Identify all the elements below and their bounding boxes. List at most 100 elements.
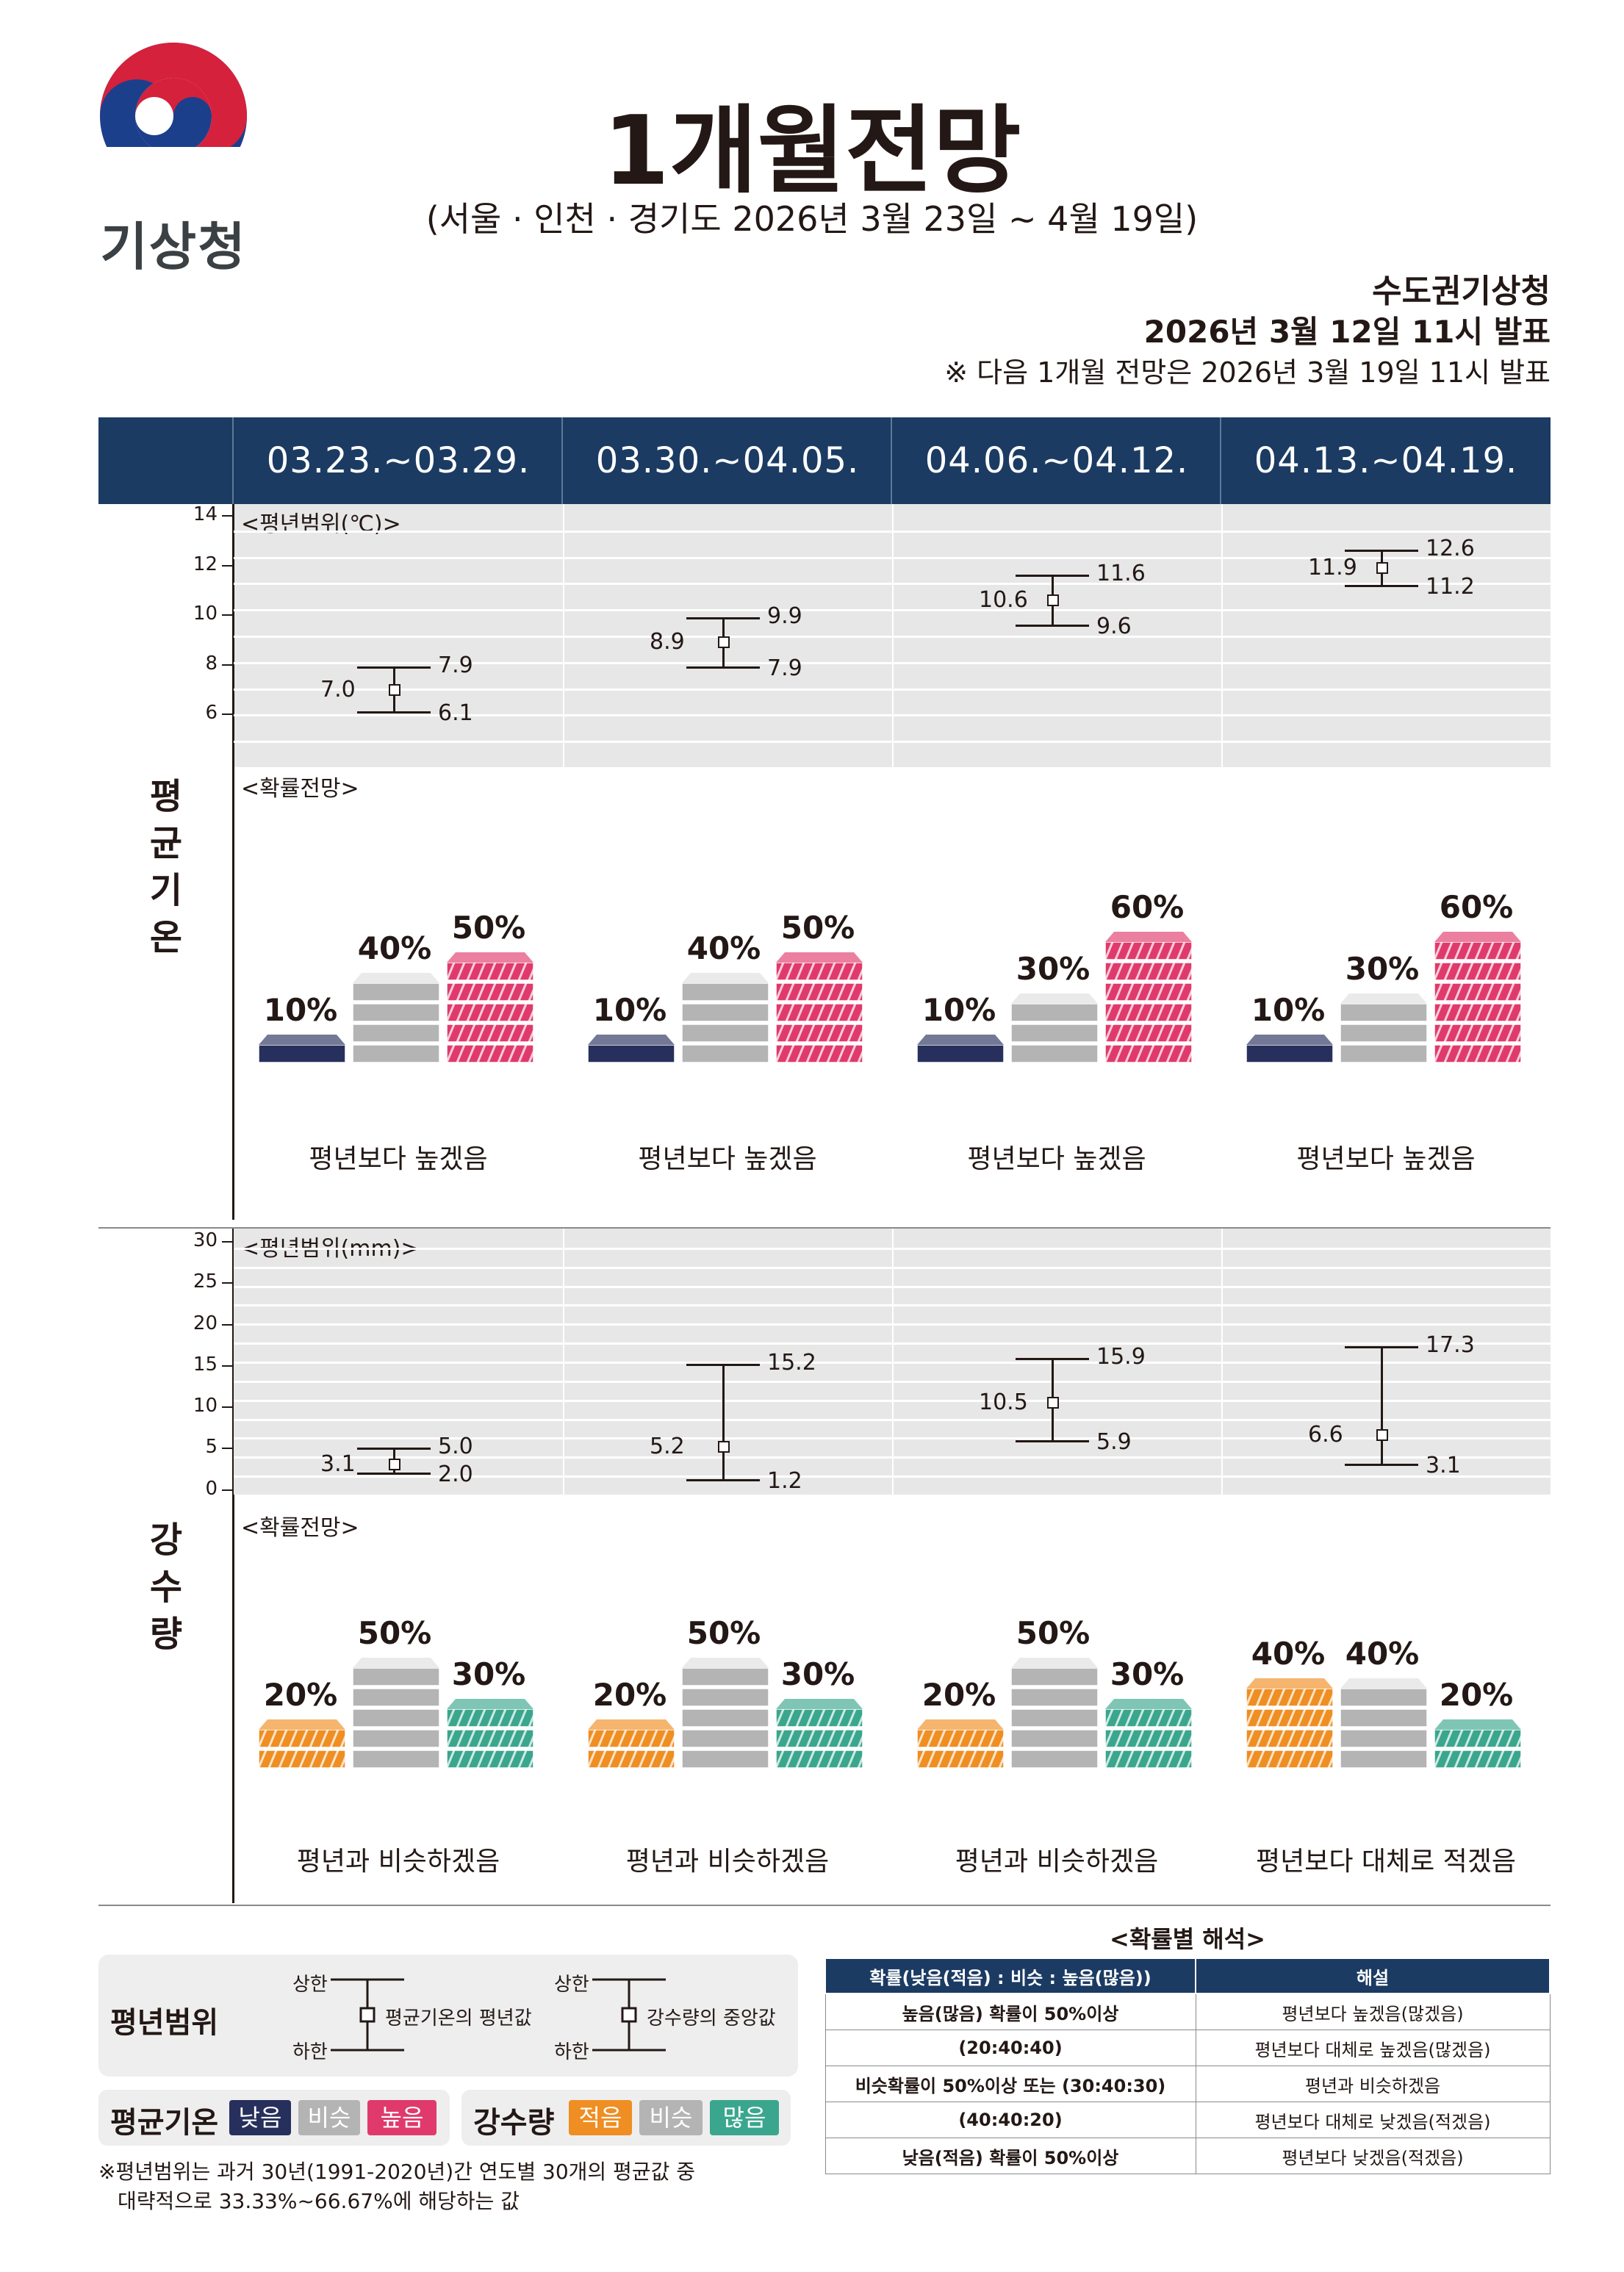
precip-high-stack-percent: 30% xyxy=(1110,1656,1185,1692)
temp-range-mean-value: 11.9 xyxy=(1308,554,1357,580)
issuing-office: 수도권기상청 xyxy=(1372,273,1551,310)
precip-range-lower-value: 5.9 xyxy=(1096,1429,1132,1456)
table-cell: 평년과 비슷하겠음 xyxy=(1195,2066,1551,2102)
table-cell: (20:40:40) xyxy=(824,2030,1196,2066)
precip-range-upper-value: 15.2 xyxy=(767,1349,816,1376)
axis-tick xyxy=(222,1282,234,1284)
axis-tick-label: 14 xyxy=(193,503,218,525)
section-label-char: 기 xyxy=(149,870,183,911)
temp-low-stack xyxy=(1246,1035,1334,1063)
temp-chip-similar: 비슷 xyxy=(298,2100,360,2135)
temp-high-stack-percent: 60% xyxy=(1110,889,1185,925)
axis-tick xyxy=(222,1365,234,1367)
temp-similar-stack-percent: 30% xyxy=(1016,951,1091,987)
precip-similar-stack xyxy=(1010,1658,1099,1769)
table-row: (20:40:40) 평년보다 대체로 높겠음(많겠음) xyxy=(824,2030,1551,2066)
section-label-char: 량 xyxy=(149,1614,183,1655)
table-header: 해설 xyxy=(1195,1958,1551,1994)
axis-tick-label: 25 xyxy=(193,1270,218,1293)
precip-range-mean-marker xyxy=(389,1458,400,1470)
axis-tick-label: 15 xyxy=(193,1353,218,1376)
period-header-bar xyxy=(98,417,1551,504)
interpretation-title: <확률별 해석> xyxy=(1110,1925,1265,1953)
temp-low-stack xyxy=(587,1035,675,1063)
precip-low-stack-percent: 20% xyxy=(263,1677,338,1713)
precip-high-stack xyxy=(445,1699,535,1769)
precip-range-mean-value: 3.1 xyxy=(320,1450,356,1477)
temp-range-lower-cap xyxy=(1016,624,1089,627)
temp-range-upper-value: 11.6 xyxy=(1096,561,1146,587)
legend-upper-label: 상한 xyxy=(292,1974,328,1996)
legend-upper-label: 상한 xyxy=(554,1974,589,1996)
temp-range-lower-cap xyxy=(686,666,760,669)
precip-range-mean-marker xyxy=(718,1441,730,1453)
temp-similar-stack-percent: 40% xyxy=(686,930,761,966)
axis-tick xyxy=(222,1489,234,1491)
axis-tick xyxy=(222,1406,234,1408)
temp-low-stack-percent: 10% xyxy=(1251,992,1326,1028)
table-header: 확률(낮음(적음) : 비슷 : 높음(많음)) xyxy=(824,1958,1196,1994)
temp-high-stack xyxy=(1433,932,1523,1063)
precip-range-mean-value: 5.2 xyxy=(650,1434,685,1459)
precip-range-upper-value: 17.3 xyxy=(1426,1331,1475,1358)
legend-precip-range-icon xyxy=(592,1978,666,2052)
precip-range-lower-value: 1.2 xyxy=(767,1468,802,1494)
temp-outlook-text: 평년보다 높겠음 xyxy=(1296,1144,1476,1174)
precip-outlook-text: 평년과 비슷하겠음 xyxy=(955,1847,1159,1877)
axis-tick xyxy=(222,515,234,517)
precip-vertical-axis xyxy=(232,1229,234,1903)
precip-low-stack xyxy=(586,1719,676,1769)
temp-outlook-text: 평년보다 높겠음 xyxy=(309,1144,488,1174)
taegeuk-logo-icon xyxy=(94,43,253,195)
temp-low-stack-percent: 10% xyxy=(263,992,338,1028)
axis-tick-label: 12 xyxy=(193,553,218,575)
column-divider xyxy=(563,1229,564,1495)
precip-chip-high: 많음 xyxy=(710,2100,779,2135)
axis-tick-label: 8 xyxy=(205,652,218,675)
precip-range-lower-value: 3.1 xyxy=(1426,1452,1461,1478)
table-row: 높음(많음) 확률이 50%이상 평년보다 높겠음(많겠음) xyxy=(824,1993,1551,2030)
temp-range-mean-marker xyxy=(718,636,730,649)
table-cell: 비슷확률이 50%이상 또는 (30:40:30) xyxy=(824,2066,1196,2102)
temp-high-stack xyxy=(445,952,535,1063)
temp-high-stack-percent: 50% xyxy=(451,910,526,946)
precip-range-lower-cap xyxy=(1345,1463,1418,1466)
precip-low-stack-percent: 20% xyxy=(592,1677,667,1713)
precip-similar-stack-percent: 50% xyxy=(686,1615,761,1651)
page-subtitle: (서울 · 인천 · 경기도 2026년 3월 23일 ~ 4월 19일) xyxy=(425,199,1199,239)
axis-tick xyxy=(222,614,234,616)
axis-tick-label: 30 xyxy=(193,1229,218,1251)
header-divider xyxy=(1220,417,1221,504)
column-divider xyxy=(1221,1229,1223,1495)
normal-range-legend xyxy=(98,1955,798,2077)
temp-outlook-text: 평년보다 높겠음 xyxy=(967,1144,1146,1174)
axis-tick xyxy=(222,1323,234,1326)
precip-high-stack xyxy=(1433,1719,1523,1769)
axis-tick xyxy=(222,664,234,666)
precip-high-stack xyxy=(775,1699,864,1769)
axis-tick-label: 5 xyxy=(205,1436,218,1459)
temp-range-mean-value: 8.9 xyxy=(650,629,685,655)
precip-similar-stack-percent: 40% xyxy=(1345,1636,1420,1672)
axis-tick-label: 20 xyxy=(193,1312,218,1334)
precip-range-lower-cap xyxy=(357,1473,431,1475)
temp-range-lower-cap xyxy=(1345,584,1418,587)
temp-range-mean-marker xyxy=(1376,561,1388,574)
table-cell: 평년보다 높겠음(많겠음) xyxy=(1195,1993,1551,2030)
axis-tick xyxy=(222,564,234,567)
precip-range-lower-cap xyxy=(686,1479,760,1481)
precip-range-mean-marker xyxy=(1047,1397,1059,1409)
section-divider xyxy=(98,1905,1551,1906)
temp-high-stack-percent: 60% xyxy=(1439,889,1514,925)
section-label-char: 균 xyxy=(149,823,183,864)
temp-similar-stack xyxy=(681,973,769,1063)
precip-chip-similar: 비슷 xyxy=(639,2100,703,2135)
precip-low-stack-percent: 40% xyxy=(1251,1636,1326,1672)
agency-logo-text: 기상청 xyxy=(100,217,247,277)
column-divider xyxy=(563,504,564,767)
header-divider xyxy=(891,417,892,504)
temp-outlook-text: 평년보다 높겠음 xyxy=(638,1144,817,1174)
precip-range-upper-value: 5.0 xyxy=(438,1434,473,1460)
